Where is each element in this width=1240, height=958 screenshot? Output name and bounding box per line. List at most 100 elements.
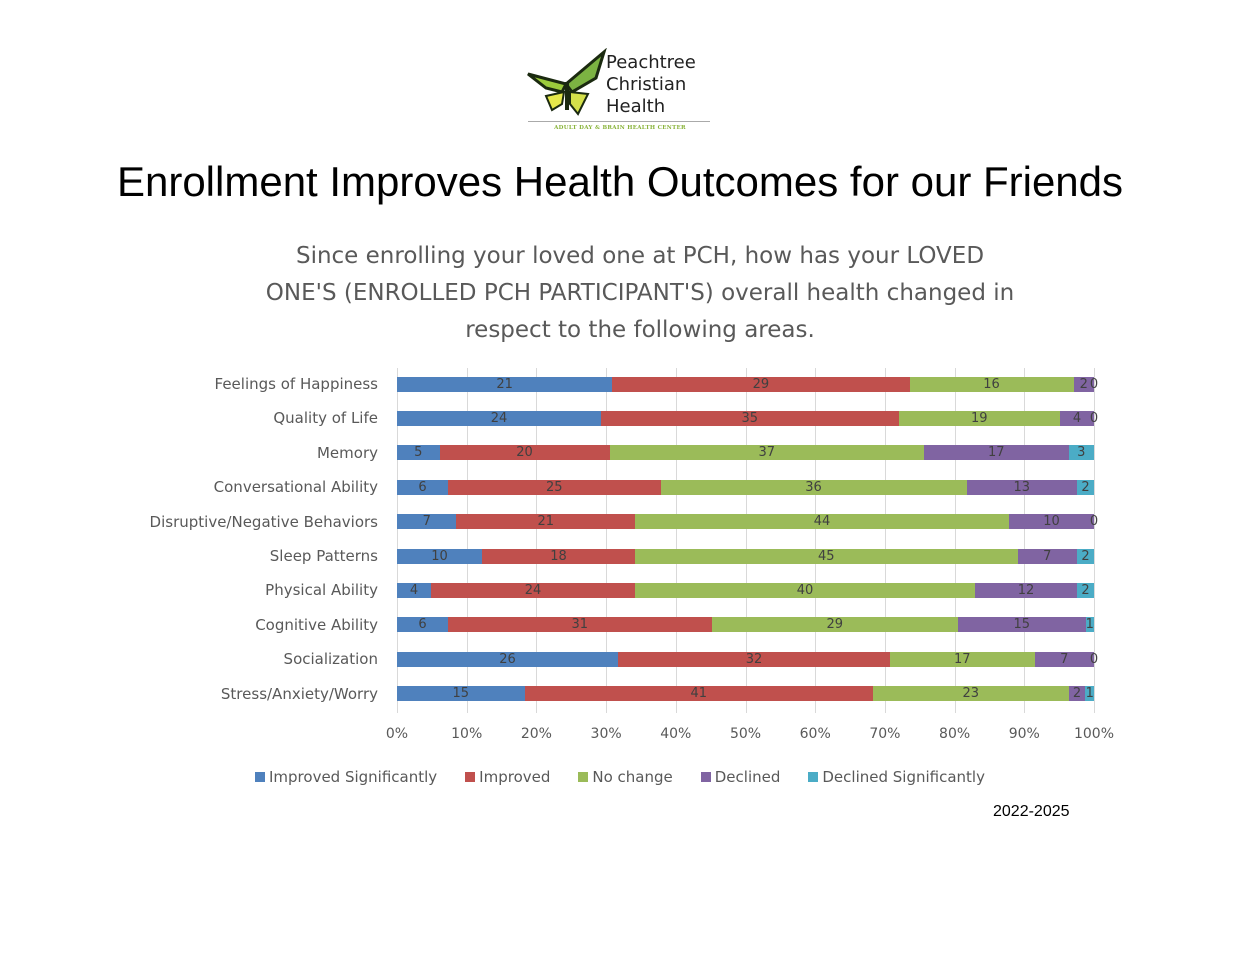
bar-segment: 32	[618, 651, 890, 667]
bar-row: 21291620	[397, 376, 1098, 392]
bar-segment: 23	[873, 686, 1069, 702]
logo-line2: Christian	[606, 74, 687, 95]
legend-label: Declined Significantly	[822, 768, 985, 786]
bar-segment: 35	[601, 410, 899, 426]
bar-segment: 2	[1077, 582, 1094, 598]
x-tick-label: 0%	[385, 726, 409, 742]
bar-row: 24351940	[397, 410, 1098, 426]
bar-row: 6 25 36 13 2	[397, 479, 1094, 495]
bar-segment: 10	[397, 548, 482, 564]
legend-swatch	[255, 772, 265, 782]
bar-segment: 20	[439, 445, 610, 461]
gridline	[884, 368, 886, 713]
x-axis: 0% 10% 20% 30% 40% 50% 60% 70% 80% 90% 100%	[386, 726, 1114, 746]
legend-swatch	[700, 772, 711, 782]
legend-swatch	[808, 772, 819, 782]
category-label: Feelings of Happiness	[214, 375, 378, 393]
x-tick-label: 80%	[939, 726, 971, 742]
gridline	[1094, 368, 1095, 713]
legend-label: Improved Significantly	[269, 768, 438, 786]
category-label: Cognitive Ability	[255, 615, 378, 634]
bar-segment: 13	[966, 479, 1077, 495]
legend-item: Declined	[700, 768, 780, 786]
gridline	[536, 368, 538, 713]
x-tick-label: 100%	[1073, 726, 1115, 742]
bar-segment: 40	[635, 582, 975, 598]
legend-swatch	[578, 772, 589, 782]
bar-segment: 2	[1068, 686, 1086, 702]
bar-segment: 18	[482, 548, 635, 564]
bar-segment: 15	[958, 617, 1086, 633]
x-tick-label: 20%	[520, 726, 552, 742]
gridline	[815, 368, 817, 713]
butterfly-icon	[527, 48, 607, 116]
bar-segment: 2	[1073, 376, 1094, 392]
bar-segment: 1	[1085, 617, 1094, 633]
bar-segment: 37	[609, 445, 924, 461]
bar-segment: 7	[1017, 548, 1077, 564]
logo-line1: Peachtree	[606, 52, 696, 73]
bar-segment: 17	[890, 651, 1035, 667]
bar-segment: 36	[660, 479, 967, 495]
legend-swatch	[465, 772, 476, 782]
bar-segment: 29	[612, 376, 910, 392]
chart-title-line: Since enrolling your loved one at PCH, h…	[295, 243, 985, 269]
logo-line3: Health	[606, 96, 666, 117]
bar-segment: 15	[397, 686, 525, 702]
x-tick-label: 60%	[799, 726, 831, 742]
category-label: Quality of Life	[273, 409, 378, 428]
bar-segment: 6	[397, 617, 448, 633]
bar-segment: 1	[1085, 686, 1094, 702]
bar-segment: 6	[397, 479, 448, 495]
bar-row: 6 31 29 15 1	[397, 617, 1094, 633]
page-title: Enrollment Improves Health Outcomes for …	[116, 158, 1124, 205]
legend-item: Improved Significantly	[255, 768, 437, 786]
bar-segment: 17	[924, 445, 1069, 461]
bar-segment: 26	[397, 651, 618, 667]
x-tick-label: 40%	[660, 726, 692, 742]
bar-segment: 45	[635, 548, 1018, 564]
legend-label: Improved	[479, 768, 551, 786]
bar-row: 26 32 17 7 0	[397, 651, 1098, 667]
gridline	[466, 368, 468, 713]
x-tick-label: 10%	[451, 726, 483, 742]
category-label: Socialization	[283, 650, 378, 669]
logo: Peachtree Christian Health ADULT DAY & B…	[526, 48, 716, 138]
legend: Improved Significantly Improved No change D…	[255, 768, 985, 786]
bar-segment: 25	[448, 479, 661, 495]
logo-tagline: ADULT DAY & BRAIN HEALTH CENTER	[554, 125, 686, 131]
bar-row: 10 18 45 7 2	[397, 548, 1094, 564]
logo-divider	[528, 121, 710, 122]
bar-segment: 10	[1008, 514, 1094, 530]
bar-segment: 29	[711, 617, 958, 633]
legend-item: Improved	[465, 768, 550, 786]
bar-row: 7 21 44 10 0	[397, 514, 1098, 530]
bar-segment: 41	[524, 686, 873, 702]
category-label: Disruptive/Negative Behaviors	[149, 512, 378, 531]
bar-segment: 4	[397, 582, 431, 598]
bar-segment: 31	[448, 617, 712, 633]
gridline	[954, 368, 956, 713]
bar-segment: 21	[456, 514, 635, 530]
gridline	[745, 368, 747, 713]
bar-segment: 7	[397, 514, 457, 530]
chart-title-line: ONE'S (ENROLLED PCH PARTICIPANT'S) overa…	[265, 280, 1015, 306]
bar-segment: 4	[1060, 410, 1094, 426]
category-label: Physical Ability	[265, 581, 378, 600]
bar-row: 15 41 23 2 1	[397, 686, 1094, 702]
plot-area: 2129162024351940520371736253613272144100…	[397, 368, 1098, 713]
date-range: 2022-2025	[993, 803, 1070, 820]
x-tick-label: 90%	[1008, 726, 1040, 742]
bar-segment: 5	[397, 445, 440, 461]
bar-segment: 24	[397, 410, 601, 426]
gridline	[675, 368, 677, 713]
chart-title: Since enrolling your loved one at PCH, h…	[240, 238, 1040, 349]
chart-title-line: respect to the following areas.	[465, 317, 815, 343]
bar-segment: 12	[975, 582, 1077, 598]
x-tick-label: 70%	[869, 726, 901, 742]
bar-segment: 19	[898, 410, 1060, 426]
x-tick-label: 30%	[590, 726, 622, 742]
bar-row: 4 24 40 12 2	[397, 582, 1094, 598]
category-label: Conversational Ability	[213, 478, 378, 497]
bar-segment: 24	[431, 582, 635, 598]
